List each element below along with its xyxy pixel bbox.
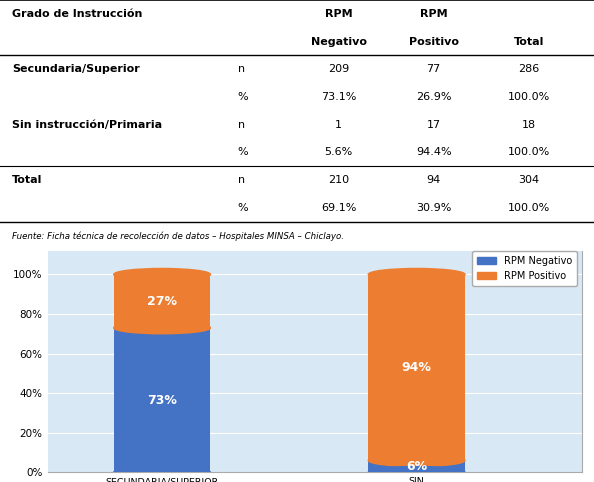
Text: %: % — [238, 147, 248, 158]
Text: n: n — [238, 120, 245, 130]
Text: 27%: 27% — [147, 295, 177, 308]
Text: %: % — [238, 92, 248, 102]
Text: 18: 18 — [522, 120, 536, 130]
Text: 210: 210 — [328, 175, 349, 185]
Text: 6%: 6% — [406, 460, 427, 473]
Text: Positivo: Positivo — [409, 37, 459, 47]
Text: Sin instrucción/Primaria: Sin instrucción/Primaria — [12, 120, 162, 130]
Text: 100.0%: 100.0% — [507, 203, 550, 213]
Text: 94: 94 — [426, 175, 441, 185]
Text: 100.0%: 100.0% — [507, 147, 550, 158]
Text: 30.9%: 30.9% — [416, 203, 451, 213]
Text: p = 0,000**: p = 0,000** — [386, 348, 456, 361]
Text: 73%: 73% — [147, 394, 177, 407]
Text: 94%: 94% — [402, 361, 432, 374]
Text: 73.1%: 73.1% — [321, 92, 356, 102]
Text: Fuente: Ficha técnica de recolección de datos – Hospitales MINSA – Chiclayo.: Fuente: Ficha técnica de recolección de … — [12, 231, 344, 241]
Text: Secundaria/Superior: Secundaria/Superior — [12, 64, 140, 74]
Text: X² = 36.145: X² = 36.145 — [77, 348, 148, 361]
Text: n: n — [238, 64, 245, 74]
Text: Total: Total — [513, 37, 544, 47]
Ellipse shape — [113, 467, 210, 478]
Text: 209: 209 — [328, 64, 349, 74]
Text: RPM: RPM — [420, 9, 447, 19]
Text: 5.6%: 5.6% — [324, 147, 353, 158]
Text: 17: 17 — [426, 120, 441, 130]
Text: 94.4%: 94.4% — [416, 147, 451, 158]
Text: Grado de Instrucción: Grado de Instrucción — [12, 9, 142, 19]
Text: %: % — [238, 203, 248, 213]
Text: 286: 286 — [518, 64, 539, 74]
Bar — [368, 460, 465, 472]
Ellipse shape — [368, 268, 465, 281]
Text: 26.9%: 26.9% — [416, 92, 451, 102]
Ellipse shape — [368, 455, 465, 467]
Text: 1: 1 — [335, 120, 342, 130]
Text: 69.1%: 69.1% — [321, 203, 356, 213]
Text: Negativo: Negativo — [311, 37, 366, 47]
Text: RPM: RPM — [325, 9, 352, 19]
Bar — [368, 274, 465, 460]
Text: g.l. = 1: g.l. = 1 — [261, 348, 305, 361]
Text: 77: 77 — [426, 64, 441, 74]
Text: 304: 304 — [518, 175, 539, 185]
Legend: RPM Negativo, RPM Positivo: RPM Negativo, RPM Positivo — [472, 251, 577, 286]
Ellipse shape — [113, 268, 210, 281]
Ellipse shape — [368, 467, 465, 478]
Text: Total: Total — [12, 175, 42, 185]
Bar — [113, 328, 210, 472]
Text: 100.0%: 100.0% — [507, 92, 550, 102]
Text: n: n — [238, 175, 245, 185]
Bar — [113, 274, 210, 328]
Ellipse shape — [113, 322, 210, 334]
